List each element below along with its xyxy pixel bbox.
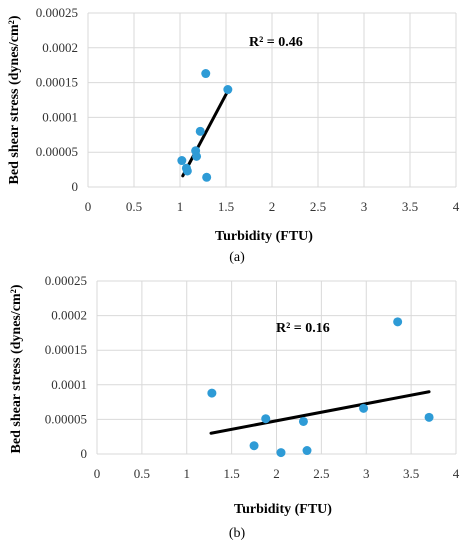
x-tick-label: 3 (361, 199, 368, 214)
data-point (298, 416, 308, 426)
x-tick-label: 1.5 (224, 466, 240, 481)
y-tick-label: 0 (72, 179, 79, 194)
x-tick-labels: 0 0.5 1 1.5 2 2.5 3 3.5 4 (85, 199, 460, 214)
r-squared-annotation: R² = 0.46 (249, 35, 303, 50)
x-tick-label: 0 (85, 199, 92, 214)
y-tick-labels: 0 0.00005 0.0001 0.00015 0.0002 0.00025 (45, 273, 87, 461)
y-axis-label: Bed shear stress (dynes/cm²) (7, 15, 22, 184)
gridlines (96, 280, 457, 455)
x-tick-label: 3.5 (403, 466, 419, 481)
y-tick-label: 0.0002 (42, 40, 78, 55)
y-tick-label: 0.00005 (45, 411, 87, 426)
data-point (276, 448, 286, 458)
x-tick-label: 0 (94, 466, 101, 481)
data-point (424, 412, 434, 422)
chart-caption: (b) (229, 526, 246, 541)
data-point (261, 414, 271, 424)
y-tick-label: 0 (81, 446, 88, 461)
x-axis-label: Turbidity (FTU) (234, 502, 332, 517)
x-tick-label: 1 (184, 466, 191, 481)
data-points (177, 69, 233, 182)
data-points (207, 317, 434, 458)
chart-b: 0 0.5 1 1.5 2 2.5 3 3.5 4 00.000050.00010.000150… (9, 273, 460, 541)
data-point (192, 151, 202, 161)
trendline (209, 390, 431, 435)
data-point (249, 441, 259, 451)
data-point (202, 172, 212, 182)
data-point (393, 317, 403, 327)
x-tick-label: 2.5 (310, 199, 326, 214)
data-point (182, 166, 192, 176)
data-point (359, 403, 369, 413)
data-point (302, 446, 312, 456)
x-tick-label: 1 (177, 199, 184, 214)
r-squared-annotation: R² = 0.16 (276, 321, 330, 336)
x-tick-labels: 0 0.5 1 1.5 2 2.5 3 3.5 4 (94, 466, 460, 481)
y-axis-label: Bed shear stress (dynes/cm²) (9, 284, 24, 453)
x-tick-label: 2 (269, 199, 276, 214)
chart-a: 0 0.5 1 1.5 2 2.5 3 3.5 4 00.000050.00010.000150… (7, 5, 460, 265)
y-tick-label: 0.0001 (51, 377, 87, 392)
x-tick-label: 4 (453, 199, 460, 214)
x-tick-label: 3 (363, 466, 370, 481)
y-tick-label: 0.0002 (51, 308, 87, 323)
y-tick-label: 0.00015 (36, 75, 78, 90)
y-tick-label: 0.00025 (45, 273, 87, 288)
x-tick-label: 1.5 (218, 199, 234, 214)
data-point (195, 126, 205, 136)
x-tick-label: 2 (273, 466, 280, 481)
x-axis-label: Turbidity (FTU) (215, 229, 313, 244)
trendline (181, 89, 230, 178)
y-tick-label: 0.0001 (42, 109, 78, 124)
y-tick-label: 0.00015 (45, 342, 87, 357)
data-point (177, 156, 187, 166)
y-tick-label: 0.00005 (36, 144, 78, 159)
data-point (201, 69, 211, 79)
y-tick-labels: 0 0.00005 0.0001 0.00015 0.0002 0.00025 (36, 5, 78, 194)
x-tick-label: 3.5 (402, 199, 418, 214)
x-tick-label: 2.5 (313, 466, 329, 481)
x-tick-label: 0.5 (134, 466, 150, 481)
y-tick-label: 0.00025 (36, 5, 78, 20)
data-point (207, 388, 217, 398)
x-tick-label: 4 (453, 466, 460, 481)
gridlines (87, 12, 457, 188)
data-point (223, 85, 233, 95)
x-tick-label: 0.5 (126, 199, 142, 214)
chart-caption: (a) (229, 250, 245, 265)
